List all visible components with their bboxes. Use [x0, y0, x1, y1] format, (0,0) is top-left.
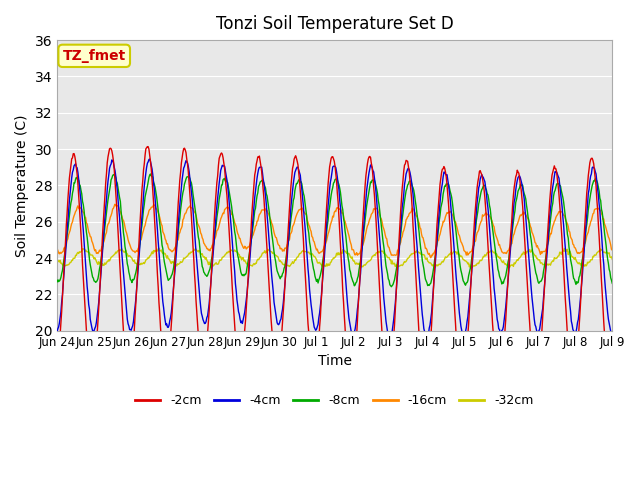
- Text: TZ_fmet: TZ_fmet: [63, 49, 126, 63]
- Title: Tonzi Soil Temperature Set D: Tonzi Soil Temperature Set D: [216, 15, 454, 33]
- X-axis label: Time: Time: [317, 354, 351, 368]
- Legend: -2cm, -4cm, -8cm, -16cm, -32cm: -2cm, -4cm, -8cm, -16cm, -32cm: [131, 389, 539, 412]
- Y-axis label: Soil Temperature (C): Soil Temperature (C): [15, 114, 29, 257]
